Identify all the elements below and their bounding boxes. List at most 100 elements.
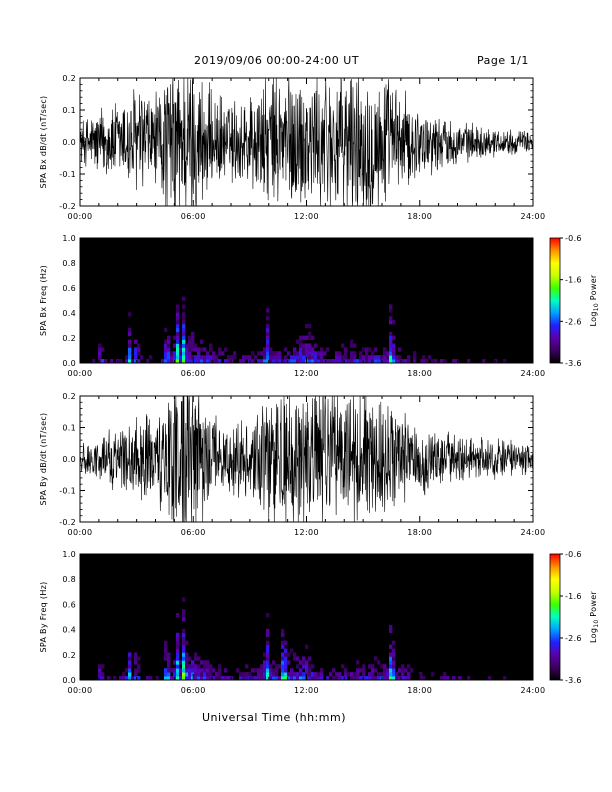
- spectrogram-cell: [371, 664, 375, 669]
- spectrogram-cell: [176, 660, 180, 665]
- spectrogram-background: [80, 238, 533, 363]
- spectrogram-cell: [167, 672, 171, 677]
- spectrogram-cell: [167, 664, 171, 669]
- spectrogram-cell: [269, 359, 273, 364]
- spectrogram-cell: [299, 351, 303, 356]
- spectrogram-cell: [164, 343, 168, 348]
- spectrogram-cell: [362, 668, 366, 673]
- spectrogram-cell: [389, 644, 393, 649]
- spectrogram-cell: [425, 359, 429, 364]
- spectrogram-cell: [320, 355, 324, 360]
- spectrogram-cell: [251, 359, 255, 364]
- spectrogram-cell: [317, 351, 321, 356]
- spectrogram-cell: [347, 672, 351, 677]
- spectrogram-cell: [329, 672, 333, 677]
- spectrogram-cell: [182, 668, 186, 673]
- spectrogram-cell: [164, 347, 168, 352]
- spectrogram-cell: [422, 355, 426, 360]
- spectrogram-cell: [164, 644, 168, 649]
- spectrogram-cell: [233, 355, 237, 360]
- spectrogram-cell: [458, 676, 462, 681]
- spectrogram-cell: [341, 664, 345, 669]
- spectrogram-cell: [206, 660, 210, 665]
- spectrogram-cell: [164, 672, 168, 677]
- spectrogram-cell: [347, 359, 351, 364]
- spectrogram-cell: [194, 347, 198, 352]
- spectrogram-cell: [266, 339, 270, 344]
- y-tick-label: 0.0: [62, 359, 76, 368]
- page-number: Page 1/1: [477, 54, 529, 67]
- y-tick-label: 0.0: [62, 455, 76, 464]
- spectrogram-cell: [230, 355, 234, 360]
- spectrogram-cell: [272, 660, 276, 665]
- spectrogram-cell: [299, 660, 303, 665]
- spectrogram-cell: [263, 359, 267, 364]
- spectrogram-cell: [179, 343, 183, 348]
- spectrogram-cell: [182, 636, 186, 642]
- spectrogram-cell: [218, 668, 222, 673]
- spectrogram-cell: [392, 656, 396, 661]
- spectrogram-cell: [374, 359, 378, 364]
- spectrogram-cell: [272, 355, 276, 360]
- spectrogram-cell: [224, 668, 228, 673]
- spectrogram-cell: [395, 672, 399, 677]
- spectrogram-cell: [392, 347, 396, 352]
- spectrogram-cell: [197, 347, 201, 352]
- spectrogram-cell: [257, 359, 261, 364]
- spectrogram-cell: [128, 327, 132, 333]
- x-tick-label: 12:00: [294, 369, 319, 378]
- spectrogram-cell: [125, 359, 129, 364]
- spectrogram-cell: [209, 676, 213, 681]
- spectrogram-cell: [266, 668, 270, 673]
- spectrogram-cell: [266, 644, 270, 649]
- spectrogram-cell: [200, 355, 204, 360]
- spectrogram-cell: [503, 676, 507, 681]
- spectrogram-cell: [128, 351, 132, 356]
- spectrogram-cell: [233, 351, 237, 356]
- spectrogram-cell: [134, 347, 138, 352]
- spectrogram-cell: [170, 355, 174, 360]
- spectrogram-cell: [176, 636, 180, 642]
- spectrogram-cell: [197, 656, 201, 661]
- spectrogram-cell: [164, 327, 168, 333]
- spectrogram-cell: [182, 339, 186, 344]
- spectrogram-cell: [335, 351, 339, 356]
- spectrogram-cell: [365, 347, 369, 352]
- spectrogram-cell: [284, 640, 288, 645]
- spectrogram-cell: [266, 676, 270, 681]
- spectrogram-cell: [308, 664, 312, 669]
- y-tick-label: 0.2: [62, 392, 76, 401]
- spectrogram-cell: [419, 676, 423, 681]
- spectrogram-cell: [398, 676, 402, 681]
- spectrogram-cell: [128, 347, 132, 352]
- spectrogram-cell: [134, 339, 138, 344]
- spectrogram-cell: [335, 672, 339, 677]
- spectrogram-cell: [320, 672, 324, 677]
- spectrogram-cell: [290, 359, 294, 364]
- colorbar-tick-label: -1.6: [565, 276, 582, 285]
- spectrogram-cell: [149, 355, 153, 360]
- spectrogram-cell: [149, 676, 153, 681]
- spectrogram-cell: [380, 355, 384, 360]
- spectrogram-cell: [209, 664, 213, 669]
- spectrogram-cell: [404, 676, 408, 681]
- spectrogram-cell: [179, 355, 183, 360]
- spectrogram-cell: [272, 351, 276, 356]
- spectrogram-cell: [374, 656, 378, 661]
- spectrogram-cell: [245, 664, 249, 669]
- spectrogram-cell: [134, 652, 138, 657]
- spectrogram-cell: [260, 668, 264, 673]
- spectrogram-cell: [296, 672, 300, 677]
- spectrogram-cell: [278, 359, 282, 364]
- x-tick-label: 24:00: [520, 369, 545, 378]
- spectrogram-cell: [173, 351, 177, 356]
- spectrogram-cell: [197, 664, 201, 669]
- spectrogram-cell: [386, 672, 390, 677]
- spectrogram-cell: [353, 676, 357, 681]
- spectrogram-cell: [305, 351, 309, 356]
- spectrogram-cell: [128, 668, 132, 673]
- spectrogram-cell: [392, 664, 396, 669]
- spectrogram-cell: [182, 296, 186, 301]
- spectrogram-cell: [128, 343, 132, 348]
- spectrogram-cell: [383, 672, 387, 677]
